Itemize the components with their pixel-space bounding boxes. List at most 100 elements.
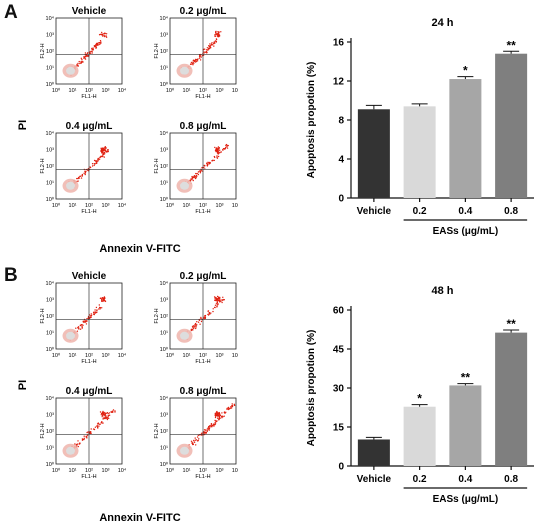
flow-x-tick-label: 10⁰ xyxy=(166,467,175,474)
flow-x-tick-label: 10¹ xyxy=(69,203,77,209)
flow-x-tick-label: 10⁰ xyxy=(52,87,61,94)
flow-y-tick-label: 10⁰ xyxy=(160,461,169,468)
flow-cluster-center xyxy=(180,66,190,75)
flow-y-tick-label: 10¹ xyxy=(46,331,54,337)
flow-plot-y-label: FL2-H xyxy=(40,308,46,323)
flow-plot-title: 0.2 μg/mL xyxy=(180,6,227,17)
panel-letter-b: B xyxy=(4,265,18,286)
flow-y-tick-label: 10⁴ xyxy=(160,130,169,137)
flow-y-tick-label: 10³ xyxy=(46,148,54,154)
flow-y-tick-label: 10³ xyxy=(160,33,168,39)
flow-y-tick-label: 10² xyxy=(160,429,168,435)
flow-cluster-center xyxy=(66,446,76,455)
bar xyxy=(495,53,528,199)
flow-plot-x-label: FL1-H xyxy=(81,94,96,100)
flow-x-tick-label: 10⁰ xyxy=(166,202,175,209)
flow-plot-x-label: FL1-H xyxy=(195,359,210,365)
flow-x-tick-label: 10² xyxy=(85,468,93,474)
y-tick-label: 0 xyxy=(338,194,344,205)
flow-x-tick-label: 10³ xyxy=(216,468,224,474)
x-tick-label: 0.8 xyxy=(504,474,518,485)
flow-y-tick-label: 10¹ xyxy=(160,66,168,72)
y-tick-label: 4 xyxy=(338,155,344,166)
flow-x-tick-label: 10¹ xyxy=(183,353,191,359)
flow-plot-title: 0.4 μg/mL xyxy=(66,386,113,397)
bar xyxy=(403,406,436,466)
flow-x-tick-label: 10³ xyxy=(102,353,110,359)
flow-x-tick-label: 10¹ xyxy=(183,88,191,94)
flow-plot-x-label: FL1-H xyxy=(81,209,96,215)
y-tick-label: 15 xyxy=(333,423,345,434)
y-tick-label: 30 xyxy=(333,384,345,395)
flow-x-axis-label: Annexin V-FITC xyxy=(99,512,180,524)
flow-cluster-center xyxy=(66,331,76,340)
flow-y-tick-label: 10² xyxy=(46,164,54,170)
y-tick-label: 60 xyxy=(333,306,345,317)
flow-y-tick-label: 10⁴ xyxy=(160,395,169,402)
flow-y-tick-label: 10³ xyxy=(160,148,168,154)
flow-y-tick-label: 10⁰ xyxy=(46,196,55,203)
flow-y-tick-label: 10³ xyxy=(160,413,168,419)
flow-cluster-center xyxy=(180,181,190,190)
bar xyxy=(495,332,528,466)
bar xyxy=(449,385,482,466)
flow-x-tick-label: 10³ xyxy=(102,88,110,94)
flow-y-tick-label: 10¹ xyxy=(160,331,168,337)
flow-y-tick-label: 10¹ xyxy=(46,181,54,187)
flow-x-tick-label: 10⁴ xyxy=(118,87,127,94)
y-tick-label: 0 xyxy=(338,462,344,473)
flow-y-tick-label: 10⁰ xyxy=(160,196,169,203)
flow-y-tick-label: 10⁴ xyxy=(46,395,55,402)
x-tick-label: 0.2 xyxy=(413,474,427,485)
significance-marker: * xyxy=(463,64,468,78)
bar xyxy=(449,79,482,198)
flow-plot-x-label: FL1-H xyxy=(195,474,210,480)
flow-plot-title: 0.2 μg/mL xyxy=(180,271,227,282)
flow-y-axis-label: PI xyxy=(18,120,29,130)
flow-y-tick-label: 10⁴ xyxy=(46,130,55,137)
flow-plot-x-label: FL1-H xyxy=(81,474,96,480)
flow-x-tick-label: 10¹ xyxy=(69,468,77,474)
x-tick-label: 0.4 xyxy=(458,474,472,485)
significance-marker: ** xyxy=(506,38,516,52)
flow-y-tick-label: 10⁰ xyxy=(160,81,169,88)
flow-x-tick-label: 10² xyxy=(85,88,93,94)
flow-plot-x-label: FL1-H xyxy=(195,209,210,215)
flow-x-tick-label: 10³ xyxy=(102,203,110,209)
flow-plot-y-label: FL2-H xyxy=(40,43,46,58)
flow-x-tick-label: 10⁴ xyxy=(118,467,127,474)
flow-x-tick-label: 10⁰ xyxy=(166,87,175,94)
chart-title: 48 h xyxy=(431,285,453,297)
flow-plot-title: Vehicle xyxy=(72,271,107,282)
flow-cluster-center xyxy=(66,66,76,75)
flow-x-tick-label: 10⁴ xyxy=(232,467,238,474)
flow-x-tick-label: 10⁰ xyxy=(52,202,61,209)
flow-y-tick-label: 10⁴ xyxy=(160,280,169,287)
x-tick-label: Vehicle xyxy=(357,206,392,217)
flow-y-tick-label: 10² xyxy=(160,164,168,170)
flow-plot-y-label: FL2-H xyxy=(154,423,160,438)
flow-cluster-center xyxy=(66,181,76,190)
flow-x-tick-label: 10³ xyxy=(216,353,224,359)
flow-y-tick-label: 10¹ xyxy=(46,66,54,72)
bar-chart-24h: 24 h 0 4 8 12 16 Apoptosis propotion (%) Vehicl… xyxy=(306,17,534,237)
y-tick-label: 12 xyxy=(333,77,345,88)
flow-y-tick-label: 10⁴ xyxy=(46,15,55,22)
flow-y-tick-label: 10² xyxy=(160,314,168,320)
flow-x-tick-label: 10⁰ xyxy=(52,467,61,474)
x-axis-label: EASs (μg/mL) xyxy=(433,226,499,237)
flow-y-tick-label: 10⁰ xyxy=(160,346,169,353)
x-tick-label: 0.2 xyxy=(413,206,427,217)
flow-y-tick-label: 10² xyxy=(46,49,54,55)
flow-plot-title: 0.4 μg/mL xyxy=(66,121,113,132)
flow-y-tick-label: 10³ xyxy=(46,413,54,419)
flow-x-tick-label: 10² xyxy=(199,88,207,94)
chart-title: 24 h xyxy=(431,17,453,29)
flow-x-tick-label: 10⁰ xyxy=(52,352,61,359)
flow-y-tick-label: 10⁰ xyxy=(46,81,55,88)
flow-y-axis-label: PI xyxy=(18,380,29,390)
